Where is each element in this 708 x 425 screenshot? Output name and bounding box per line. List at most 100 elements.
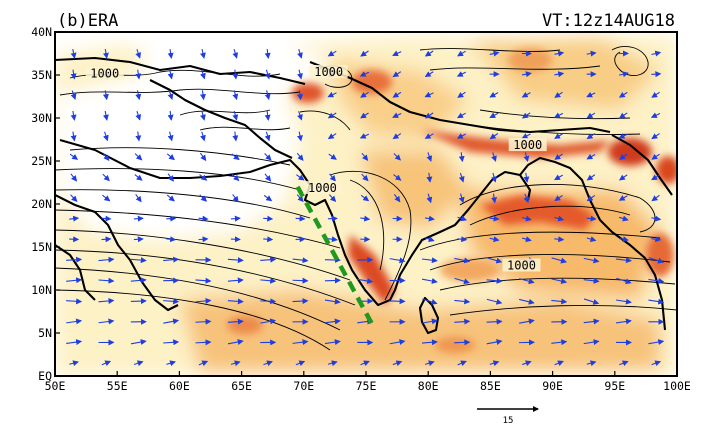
wind-vector [232,110,239,121]
wind-vector [651,50,662,57]
wind-vector [521,133,531,139]
lon-tick-label: 95E [604,379,625,393]
wind-vector [521,112,531,119]
wind-vector [389,339,406,345]
wind-vector [260,318,277,325]
wind-vector [392,360,403,367]
reference-vector-key: 15 [477,406,539,425]
wind-vector [361,173,369,182]
wind-vector [424,71,434,78]
wind-vector [292,298,309,305]
contour-label-bg [309,65,348,78]
wind-vector [648,298,665,305]
wind-vector [297,90,303,101]
wind-vector [70,110,77,121]
wind-vector [327,50,337,57]
wind-vector [200,69,206,80]
wind-vector [98,297,115,304]
wind-vector [69,215,80,222]
wind-vector [551,298,568,305]
wind-vector [66,318,83,325]
wind-vector [102,152,110,162]
wind-vector [554,133,563,139]
wind-vector [648,257,664,264]
wind-vector [135,110,142,121]
wind-vector [648,339,665,346]
wind-vector [102,110,109,121]
wind-vector [551,257,568,264]
wind-vector [554,91,563,98]
wind-vector [651,194,660,202]
wind-vector [167,90,174,101]
lat-tick-label: EQ [38,369,52,383]
wind-vector [264,90,271,101]
lat-tick-label: 25N [31,154,52,168]
wind-vector [264,48,271,59]
wind-vector [360,194,370,202]
wind-vector [523,193,530,204]
wind-vector [101,236,112,243]
wind-vector [66,277,83,284]
wind-vector [292,277,309,284]
wind-vector [454,318,471,325]
wind-vector [70,173,78,182]
wind-vector [361,152,369,162]
wind-vector [457,112,466,119]
wind-vector [360,50,369,57]
wind-vector [421,257,438,264]
wind-vector [424,215,435,222]
contour-label: 1000 [314,65,343,79]
wind-vector [200,48,206,59]
wind-vector [134,153,143,161]
lon-tick-label: 70E [293,379,314,393]
wind-vector [297,110,303,121]
wind-vector [70,69,77,80]
wind-vector [392,112,402,118]
wind-vector [135,194,142,203]
wind-vector [327,133,337,140]
wind-vector [586,91,596,98]
wind-vector [583,277,600,284]
wind-vector [195,277,212,284]
wind-vector [264,69,271,80]
wind-vector [232,131,239,142]
wind-vector [486,277,503,284]
wind-vector [198,236,209,243]
wind-vector [616,298,632,305]
wind-vector [454,339,471,346]
wind-vector [491,152,497,162]
wind-vector [200,131,206,142]
wind-vector [195,339,212,346]
wind-vector [518,318,535,325]
wind-vector [130,257,147,264]
wind-vector [70,194,78,202]
wind-vector [297,69,303,80]
wind-vector [166,360,176,367]
wind-vector [98,256,115,263]
wind-vector [324,298,341,305]
contour-label-bg [508,138,547,152]
wind-vector [651,236,662,243]
wind-vector [424,112,434,119]
wind-vector [616,277,632,285]
wind-vector [166,153,175,161]
lon-tick-label: 55E [107,379,128,393]
wind-vector [618,91,628,98]
wind-vector [553,112,564,118]
wind-vector [227,318,244,325]
wind-vector [519,298,535,305]
wind-vector [227,339,244,345]
wind-vector [522,360,532,367]
wind-vector [392,133,402,140]
wind-vector [458,152,465,163]
lat-tick-label: 10N [31,283,52,297]
wind-vector [618,236,629,243]
wind-vector [586,174,596,181]
wind-vector [651,91,660,98]
wind-vector [296,174,305,181]
contour-label: 1000 [507,259,536,273]
wind-vector [232,90,239,101]
wind-vector [232,69,239,80]
wind-vector [263,215,274,222]
wind-vector [102,90,109,101]
